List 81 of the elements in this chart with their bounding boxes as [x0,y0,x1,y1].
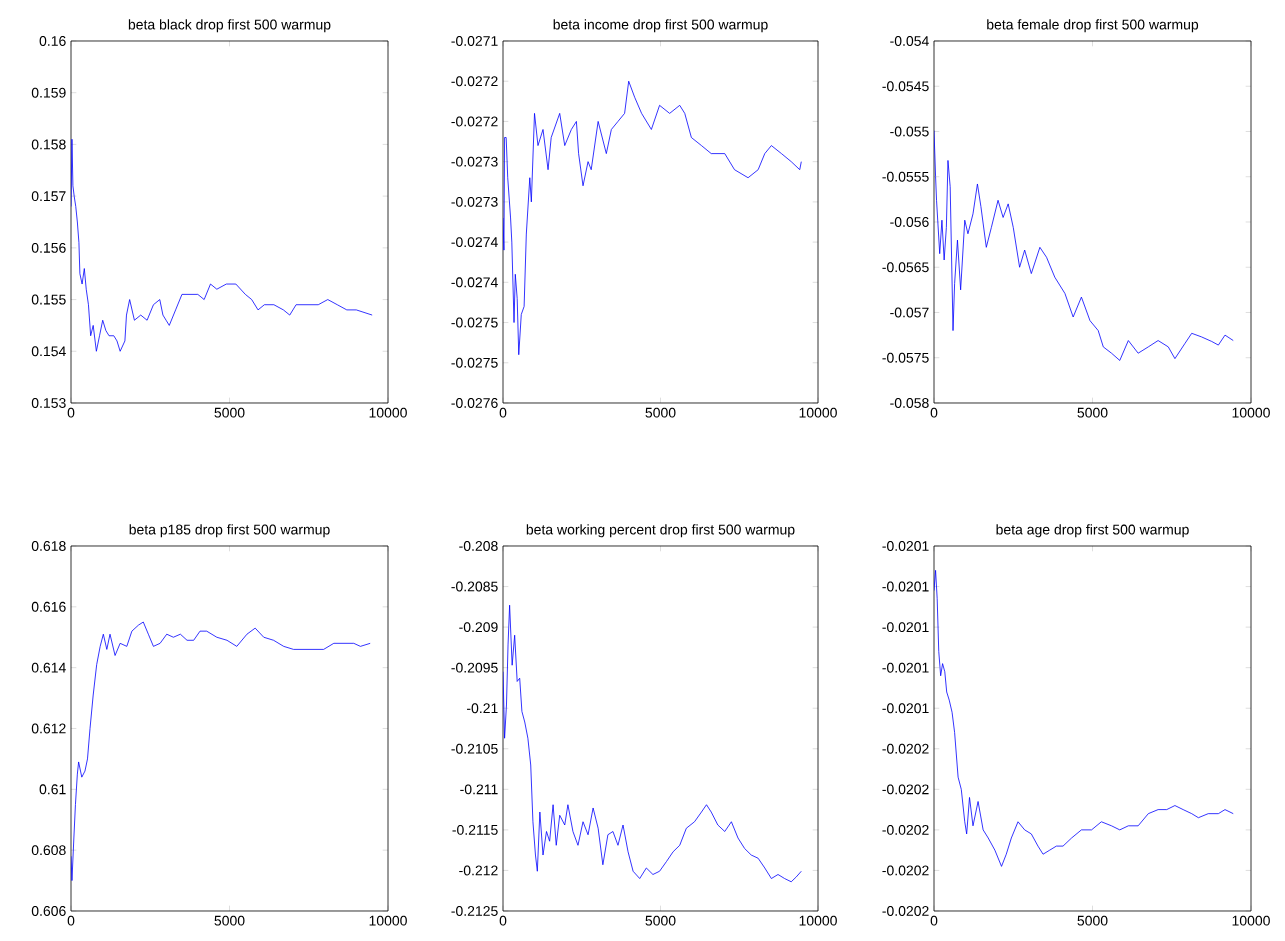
y-tick-label: -0.057 [890,307,929,318]
chart-title: beta age drop first 500 warmup [996,524,1189,538]
y-tick-label: 0.158 [31,139,66,150]
x-tick-label: 10000 [369,915,407,926]
y-tick-label: -0.0274 [451,237,498,248]
y-tick-label: 0.154 [31,346,66,357]
y-tick-label: -0.0201 [882,541,929,551]
x-tick-label: 10000 [799,407,837,418]
y-tick-label: -0.0555 [882,171,929,182]
y-tick-label: -0.2115 [452,824,498,835]
y-tick-label: 0.16 [39,36,66,46]
x-tick-label: 5000 [645,407,676,418]
y-tick-label: -0.0201 [882,703,929,714]
y-tick-label: -0.055 [890,126,929,137]
x-tick-label: 10000 [1232,407,1270,418]
y-tick-label: -0.0276 [451,398,498,408]
x-tick-label: 10000 [369,407,407,418]
y-tick-label: 0.612 [31,723,66,734]
y-tick-label: -0.0272 [451,116,498,127]
y-tick-label: -0.0545 [882,81,929,92]
chart-title: beta p185 drop first 500 warmup [129,524,330,538]
y-tick-label: -0.0274 [451,277,498,288]
y-tick-label: 0.606 [31,906,66,916]
y-tick-label: -0.0271 [451,36,498,46]
y-tick-label: 0.618 [31,541,66,551]
x-tick-label: 5000 [645,915,676,926]
x-tick-label: 5000 [1077,407,1108,418]
x-tick-label: 5000 [214,407,245,418]
chart-title: beta black drop first 500 warmup [128,19,331,33]
chart-title: beta female drop first 500 warmup [987,19,1199,33]
y-tick-label: -0.058 [890,398,929,408]
line-series [934,569,1234,867]
y-tick-label: -0.054 [890,36,929,46]
line-series [503,80,802,356]
y-tick-label: -0.056 [890,217,929,227]
y-tick-label: -0.0202 [882,865,929,876]
x-tick-label: 0 [930,407,938,418]
x-tick-label: 0 [930,915,938,926]
y-tick-label: -0.0202 [882,824,929,835]
x-tick-label: 10000 [799,915,837,926]
y-tick-label: -0.2085 [451,581,498,592]
y-tick-label: 0.157 [31,191,66,202]
y-tick-label: -0.2125 [451,906,498,916]
line-series [503,604,802,883]
x-tick-label: 0 [67,915,75,926]
y-tick-label: -0.21 [467,703,498,714]
chart-title: beta income drop first 500 warmup [553,19,768,33]
y-tick-label: -0.211 [460,784,498,795]
y-tick-label: -0.208 [459,541,498,551]
y-tick-label: 0.614 [31,662,66,673]
y-tick-label: 0.61 [39,784,66,795]
x-tick-label: 0 [499,915,507,926]
y-tick-label: 0.616 [31,601,66,612]
y-tick-label: -0.0201 [882,622,929,633]
y-tick-label: -0.0275 [451,317,498,328]
y-tick-label: 0.159 [31,87,66,98]
y-tick-label: -0.2095 [451,662,498,673]
x-tick-label: 10000 [1232,915,1270,926]
y-tick-label: -0.0565 [882,262,929,273]
x-tick-label: 5000 [214,915,245,926]
chart-title: beta working percent drop first 500 warmup [526,524,795,538]
x-tick-label: 0 [67,407,75,418]
x-tick-label: 0 [499,407,507,418]
y-tick-label: -0.209 [459,622,498,633]
y-tick-label: -0.0273 [451,156,498,167]
y-tick-label: 0.608 [31,845,66,856]
y-tick-label: -0.0202 [882,784,929,795]
y-tick-label: -0.0273 [451,196,498,207]
y-tick-label: -0.0202 [882,743,929,754]
y-tick-label: -0.0272 [451,76,498,87]
y-tick-label: -0.0275 [451,357,498,368]
y-tick-label: -0.0575 [882,352,929,363]
y-tick-label: -0.0201 [882,581,929,592]
y-tick-label: 0.155 [31,294,66,305]
y-tick-label: 0.156 [31,242,66,253]
y-tick-label: -0.0202 [882,906,929,916]
y-tick-label: -0.212 [459,865,498,876]
y-tick-label: -0.2105 [451,743,498,754]
y-tick-label: -0.0201 [882,662,929,673]
x-tick-label: 5000 [1077,915,1108,926]
y-tick-label: 0.153 [31,398,66,408]
